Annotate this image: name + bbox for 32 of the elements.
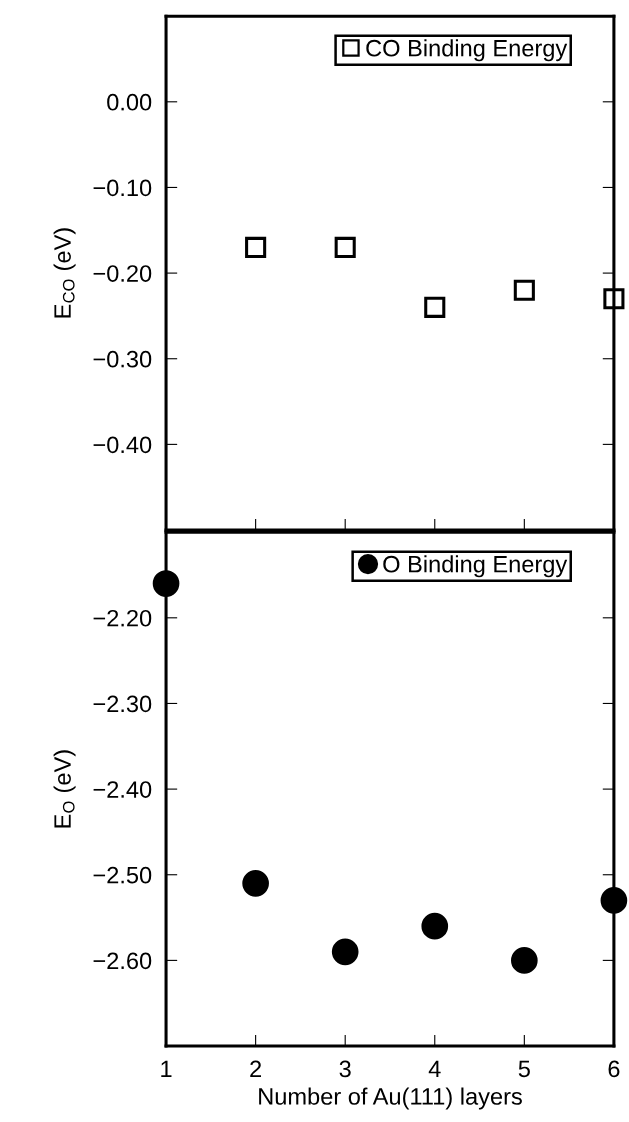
y-axis-title: E$_{CO}$ (eV) (53, 228, 76, 318)
y-tick-label: −2.30 (93, 695, 152, 713)
y-tick-label: −0.20 (93, 265, 152, 282)
point (511, 947, 538, 974)
y-axis-title: E$_{O}$ (eV) (53, 750, 76, 828)
y-tick-label: −0.10 (93, 179, 152, 197)
x-tick-label: 4 (428, 1060, 441, 1078)
point (424, 296, 446, 318)
y-tick-label: 0.00 (107, 93, 152, 111)
y-tick-label: −2.50 (93, 866, 152, 884)
point (245, 236, 267, 258)
x-tick-label: 6 (608, 1060, 620, 1078)
point (242, 869, 269, 897)
y-tick-label: −0.30 (93, 350, 152, 368)
point (331, 938, 359, 966)
point (603, 288, 625, 310)
x-tick-label: 2 (250, 1060, 262, 1078)
point (421, 912, 449, 940)
y-tick-label: −2.40 (93, 781, 152, 798)
x-axis-title: Number of Au(111) layers (259, 1087, 522, 1110)
legend-label: CO Binding Energy (366, 39, 568, 62)
point (513, 279, 535, 301)
y-tick-label: −2.20 (93, 609, 152, 627)
y-tick-label: −0.40 (93, 436, 152, 454)
point (334, 236, 356, 258)
point (600, 887, 628, 914)
x-tick-label: 5 (518, 1060, 530, 1078)
x-tick-label: 3 (339, 1060, 351, 1078)
legend-label: O Binding Energy (383, 555, 568, 578)
point (152, 570, 180, 597)
y-tick-label: −2.60 (93, 952, 152, 970)
x-tick-label: 1 (161, 1060, 172, 1078)
